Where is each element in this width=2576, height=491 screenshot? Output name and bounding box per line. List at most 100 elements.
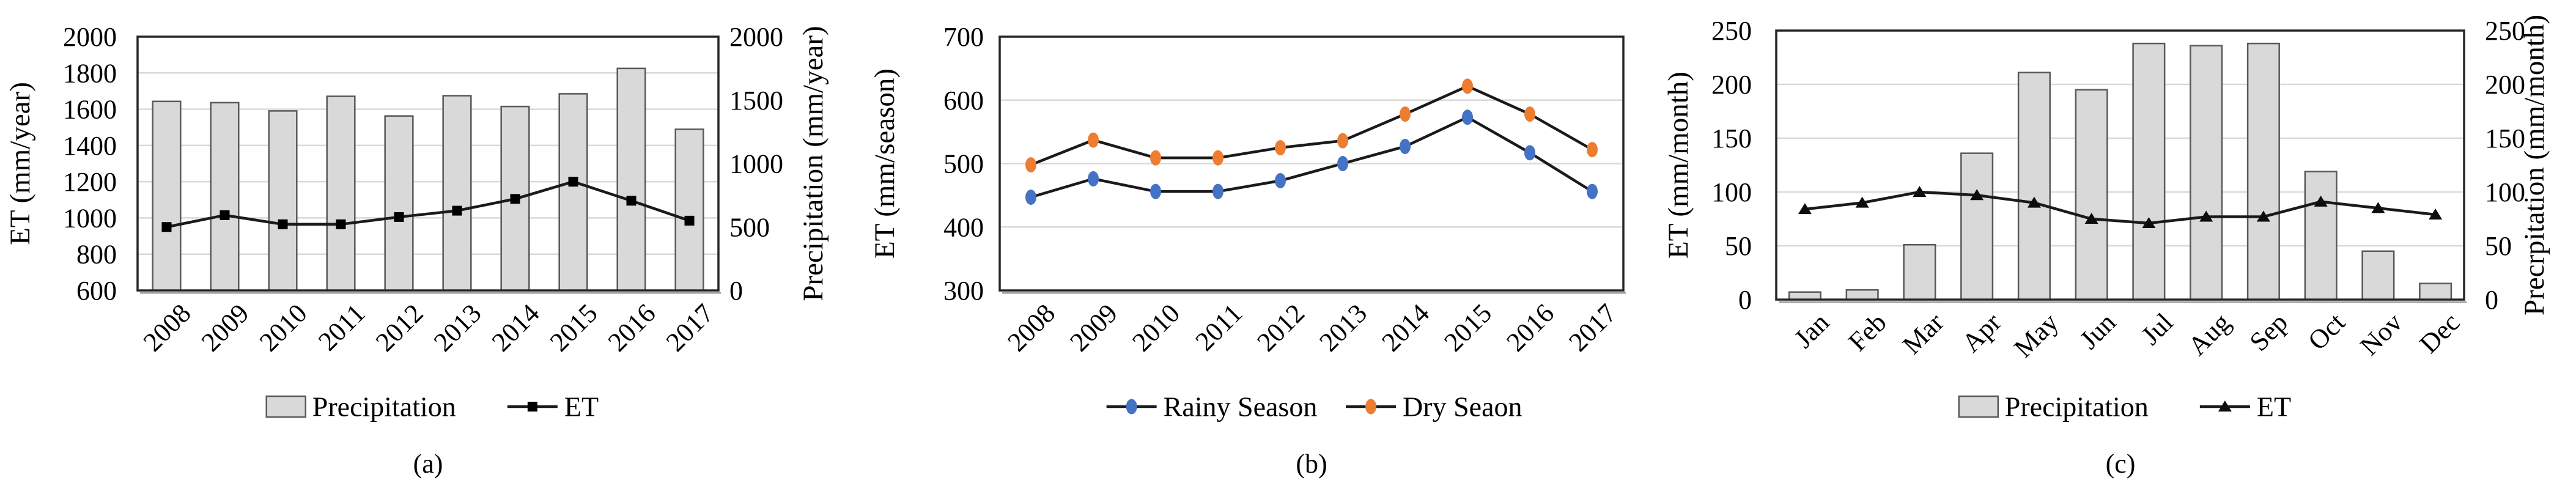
bar: [1960, 152, 1994, 301]
x-tick-label: Feb: [1842, 307, 1892, 356]
bar: [558, 93, 588, 292]
bar: [268, 110, 298, 292]
bars-c: [1788, 42, 2452, 301]
right-tick-label: 150: [2485, 124, 2525, 153]
bar: [2017, 72, 2051, 301]
series-line: [1804, 190, 2436, 225]
oval-marker: [1025, 189, 1036, 205]
left-tick-label: 200: [1711, 70, 1752, 100]
triangle-marker: [2429, 208, 2443, 220]
legend-label: Rainy Season: [1164, 391, 1318, 423]
triangle-marker: [2218, 401, 2232, 412]
x-tick-label: 2011: [312, 298, 371, 356]
caption-a: (a): [413, 449, 443, 479]
square-marker: [161, 222, 172, 232]
bar: [616, 67, 646, 292]
triangle-marker: [1855, 196, 1869, 208]
triangle-marker: [1970, 189, 1984, 201]
oval-marker: [1150, 150, 1161, 166]
square-marker: [684, 215, 695, 226]
triangle-marker: [2371, 202, 2385, 213]
legend-bar-swatch: [1958, 395, 1999, 418]
square-marker: [510, 194, 520, 204]
right-tick-label: 50: [2485, 231, 2512, 261]
bars-a: [152, 67, 704, 292]
right-tick-label: 500: [729, 212, 770, 242]
square-marker: [220, 210, 230, 220]
left-tick-label: 2000: [63, 22, 117, 52]
triangle-marker: [2256, 210, 2270, 222]
right-axis-title: Precipitation (mm/year): [797, 26, 829, 301]
triangle-marker: [1798, 203, 1812, 215]
bar: [326, 95, 356, 292]
left-tick-label: 0: [1738, 285, 1752, 315]
left-tick-label: 500: [943, 149, 984, 179]
left-tick-label: 400: [943, 212, 984, 242]
x-tick-label: 2009: [1064, 298, 1123, 357]
right-tick-label: 200: [2485, 70, 2525, 100]
square-marker: [527, 402, 537, 412]
triangle-marker: [2084, 213, 2098, 224]
triangle-marker: [1913, 186, 1927, 197]
series-line: [1030, 84, 1593, 166]
bar: [2304, 171, 2338, 301]
x-tick-label: 2017: [660, 298, 720, 357]
triangle-marker: [2027, 196, 2041, 208]
x-tick-label: 2011: [1189, 298, 1248, 356]
oval-marker: [1088, 132, 1099, 148]
left-tick-label: 50: [1725, 231, 1752, 261]
x-tick-label: Mar: [1897, 307, 1950, 360]
triangle-marker: [2199, 210, 2213, 222]
triangle-marker: [2142, 217, 2156, 229]
left-tick-label: 300: [943, 276, 984, 306]
caption-b: (b): [1296, 449, 1327, 479]
x-tick-label: 2012: [1251, 298, 1310, 357]
plot-border: [136, 35, 720, 292]
square-marker: [626, 196, 637, 206]
right-axis-title: Precrpitation (mm/month): [2519, 15, 2550, 316]
square-marker: [278, 219, 288, 229]
x-tick-label: Apr: [1956, 307, 2007, 358]
oval-marker: [1462, 109, 1473, 125]
bar: [1788, 291, 1821, 301]
right-tick-label: 1500: [729, 86, 783, 116]
plot-border: [1775, 29, 2465, 301]
chart-a: 600 800 1000 1200 1400 1600 1800 2000 0 500 1000 15…: [4, 22, 829, 423]
x-tick-label: 2015: [1438, 298, 1497, 357]
left-axis-title: ET (mm/month): [1663, 72, 1694, 259]
oval-marker: [1275, 140, 1286, 156]
bar: [2361, 250, 2395, 301]
x-tick-label: Oct: [2302, 307, 2351, 356]
right-tick-label: 2000: [729, 22, 783, 52]
oval-marker: [1212, 183, 1223, 199]
square-marker: [452, 205, 462, 216]
x-tick-label: Nov: [2354, 307, 2408, 361]
bar: [442, 95, 472, 292]
legend-c: Precipitation ET: [1958, 391, 2291, 423]
x-tick-label: 2008: [138, 298, 197, 357]
bar: [2190, 45, 2223, 301]
left-tick-label: 1200: [63, 167, 117, 197]
bar: [152, 100, 182, 292]
x-tick-label: Aug: [2182, 307, 2236, 361]
bar: [210, 102, 240, 292]
line-series-c: [1798, 186, 2443, 229]
plot-border: [998, 35, 1625, 292]
x-tick-label: 2012: [370, 298, 429, 357]
line-series-b: [1025, 109, 1598, 205]
oval-marker: [1524, 106, 1535, 122]
left-tick-label: 800: [76, 240, 117, 270]
oval-marker: [1365, 399, 1377, 415]
x-tick-label: 2016: [1500, 298, 1560, 357]
right-tick-label: 0: [729, 276, 743, 306]
left-axis-title: ET (mm/year): [4, 82, 36, 245]
left-tick-label: 1800: [63, 58, 117, 88]
caption-c: (c): [2105, 449, 2136, 479]
bar: [1845, 289, 1879, 301]
oval-marker: [1337, 156, 1348, 171]
right-tick-label: 1000: [729, 149, 783, 179]
x-tick-label: 2014: [486, 298, 545, 357]
x-tick-label: Jan: [1788, 307, 1835, 353]
left-axis-title: ET (mm/season): [869, 68, 901, 259]
left-tick-label: 150: [1711, 124, 1752, 153]
